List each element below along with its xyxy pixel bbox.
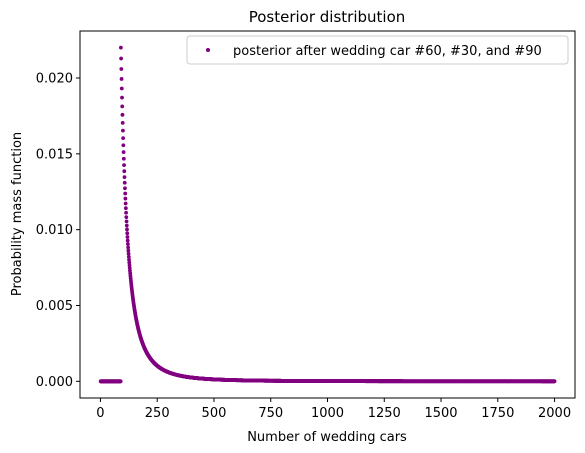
y-axis-label: Probability mass function [10,132,25,296]
data-point [121,128,125,133]
data-point [126,242,130,246]
data-point [126,245,131,250]
y-tick-label: 0.005 [36,299,73,314]
x-tick-label: 1250 [368,406,401,421]
x-tick-label: 250 [145,406,170,421]
data-point [118,45,123,50]
data-point [127,257,131,262]
x-axis-label: Number of wedding cars [247,430,407,445]
chart-title: Posterior distribution [249,8,406,26]
data-point [122,169,127,174]
data-point [119,56,123,61]
legend-label: posterior after wedding car #60, #30, an… [233,44,542,59]
x-tick-label: 1000 [311,406,344,421]
plot-frame [79,30,576,399]
data-point [119,86,124,91]
legend-frame [186,35,569,65]
data-point [123,196,128,201]
x-tick-label: 1750 [481,406,514,421]
data-point [123,191,128,196]
data-point [123,206,128,211]
data-point [125,231,130,236]
x-tick-label: 0 [96,406,104,421]
data-point [121,156,126,161]
data-point [120,95,124,100]
data-point [121,150,126,155]
data-point [124,223,129,228]
y-tick-label: 0.015 [36,147,73,162]
data-point [124,219,129,224]
data-point [120,121,125,125]
y-axis-ticks: 0.000 0.005 0.010 0.015 0.020 [36,72,80,390]
data-point [121,136,126,141]
data-point [120,112,125,117]
y-tick-label: 0.000 [36,375,73,390]
scatter-points [98,45,557,384]
data-point [122,175,127,180]
data-point [122,163,126,168]
y-tick-label: 0.020 [36,72,73,87]
data-point [126,254,131,259]
y-tick-label: 0.010 [36,223,73,238]
data-point [125,238,130,243]
data-point [120,104,125,109]
data-point [127,260,132,265]
data-point [123,201,128,206]
data-point [119,77,124,81]
x-tick-label: 2000 [538,406,571,421]
data-point [119,67,124,71]
x-tick-label: 750 [258,406,283,421]
data-point [552,379,557,384]
legend: posterior after wedding car #60, #30, an… [186,35,569,65]
data-point [121,143,126,148]
data-point [126,248,131,253]
data-point [125,227,129,232]
x-axis-ticks: 0 250 500 750 1000 1250 1500 1750 2000 [96,398,571,421]
data-point [122,180,127,185]
data-point [123,186,127,191]
legend-marker [206,48,210,52]
data-point [124,215,129,220]
x-tick-label: 1500 [424,406,457,421]
data-point [124,210,128,215]
data-point [118,379,123,384]
data-point [126,251,131,256]
data-point [125,235,130,239]
x-tick-label: 500 [202,406,227,421]
